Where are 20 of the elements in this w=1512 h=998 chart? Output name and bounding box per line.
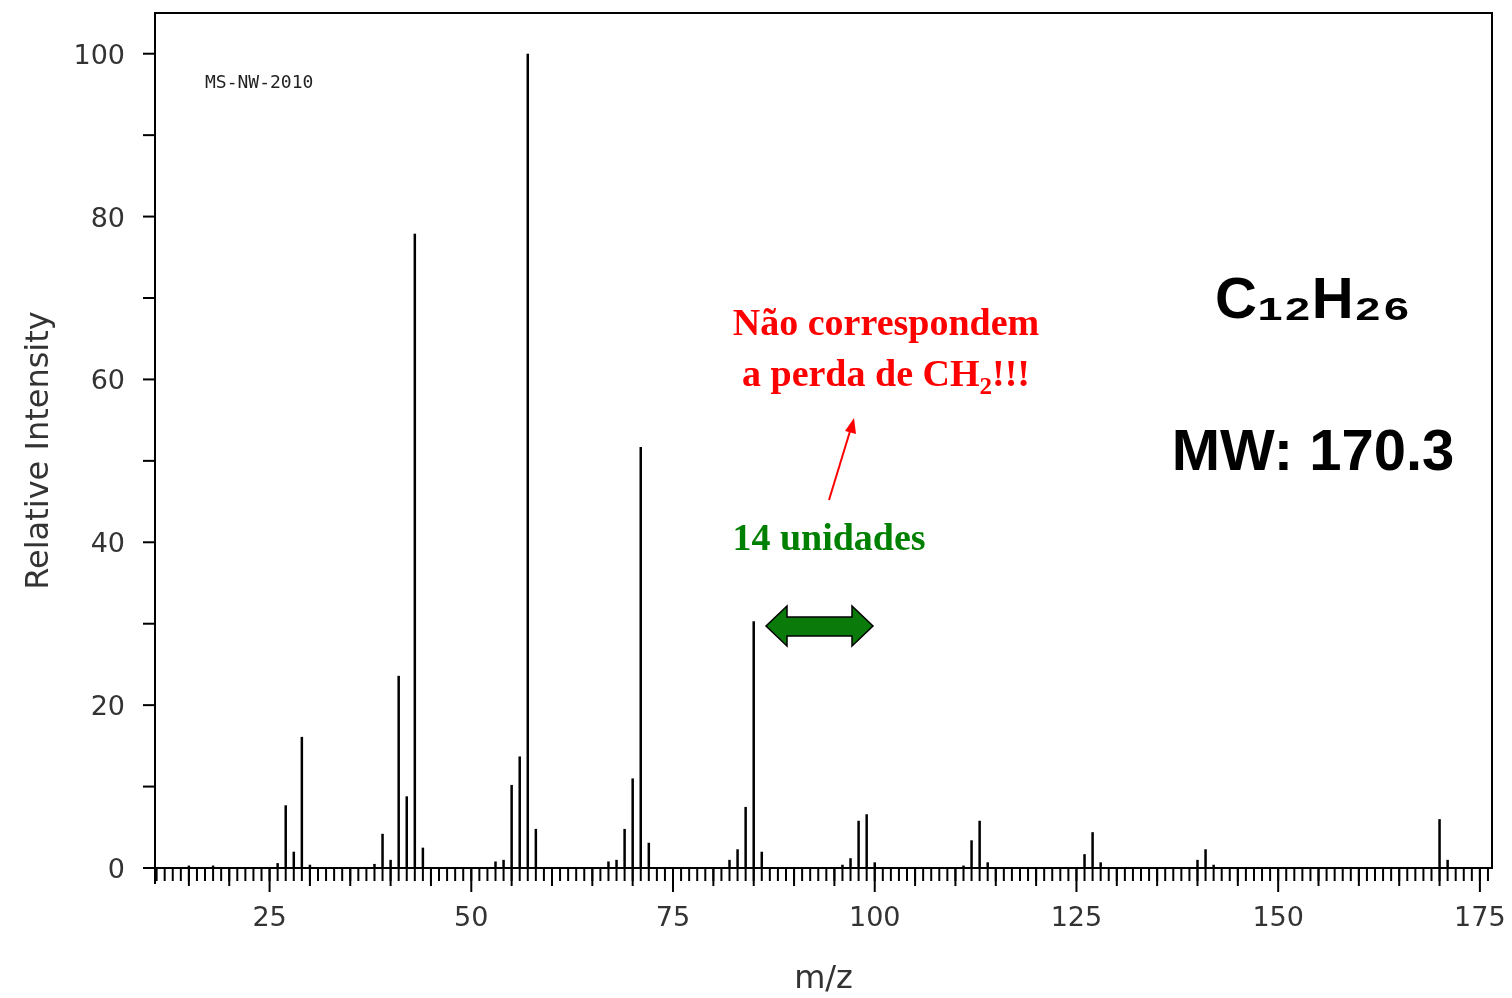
annotation: 14 unidades (732, 516, 926, 558)
y-tick-label: 0 (107, 853, 125, 884)
x-tick-label: 100 (848, 901, 901, 932)
y-tick-label: 100 (73, 38, 125, 70)
x-tick-label: 75 (655, 901, 691, 932)
x-tick-label: 150 (1252, 901, 1304, 932)
annotation: MS-NW-2010 (205, 71, 314, 92)
x-tick-label: 25 (252, 901, 287, 932)
y-tick-label: 60 (90, 364, 125, 396)
x-tick-label: 175 (1454, 901, 1506, 932)
y-tick-label: 40 (90, 527, 125, 559)
y-tick-label: 20 (90, 690, 125, 722)
y-tick-label: 80 (90, 201, 125, 233)
annotation: Não correspondem a perda de CH₂!!! (732, 301, 1040, 396)
y-axis-title: Relative Intensity (18, 311, 56, 590)
x-tick-label: 50 (454, 901, 489, 932)
annotation: MW: 170.3 (1171, 417, 1455, 482)
annotation: C₁₂H₂₆ (1215, 260, 1411, 332)
x-axis-title: m/z (794, 958, 853, 996)
x-tick-label: 125 (1050, 901, 1103, 932)
